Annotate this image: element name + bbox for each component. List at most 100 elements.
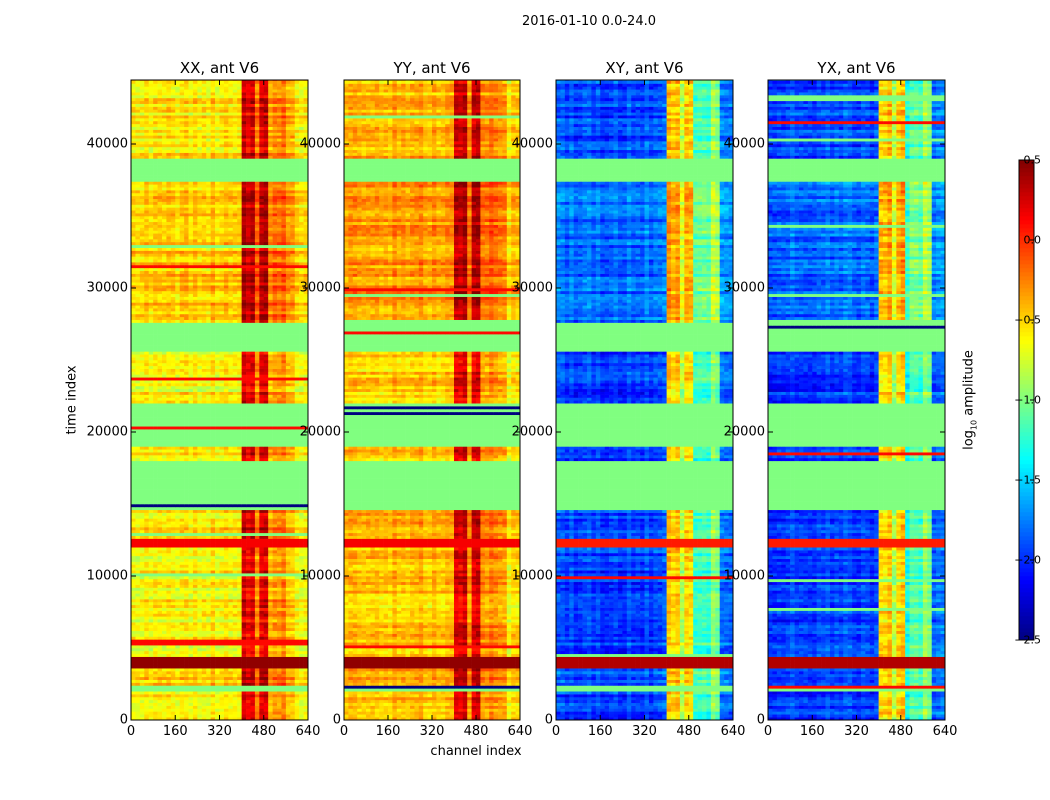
heatmap-cell	[242, 605, 247, 608]
heatmap-cell	[233, 668, 238, 671]
heatmap-cell	[180, 683, 185, 686]
heatmap-cell	[250, 567, 255, 570]
heatmap-cell	[233, 576, 238, 579]
heatmap-cell	[149, 524, 154, 527]
heatmap-cell	[250, 559, 255, 562]
heatmap-cell	[135, 547, 140, 550]
heatmap-cell	[250, 654, 255, 657]
heatmap-cell	[162, 711, 167, 714]
heatmap-cell	[135, 553, 140, 556]
heatmap-cell	[158, 507, 163, 510]
heatmap-cell	[202, 645, 207, 648]
heatmap-cell	[224, 694, 229, 697]
heatmap-cell	[202, 654, 207, 657]
heatmap-cell	[264, 645, 269, 648]
heatmap-cell	[242, 588, 247, 591]
heatmap-cell	[215, 622, 220, 625]
heatmap-cell	[286, 588, 291, 591]
heatmap-cell	[273, 539, 278, 542]
heatmap-cell	[171, 711, 176, 714]
heatmap-cell	[299, 714, 304, 717]
heatmap-cell	[268, 671, 273, 674]
heatmap-cell	[197, 544, 202, 547]
heatmap-cell	[250, 590, 255, 593]
heatmap-cell	[166, 539, 171, 542]
heatmap-cell	[197, 547, 202, 550]
heatmap-cell	[273, 697, 278, 700]
heatmap-cell	[140, 634, 145, 637]
heatmap-cell	[237, 530, 242, 533]
heatmap-cell	[166, 671, 171, 674]
heatmap-cell	[264, 547, 269, 550]
heatmap-cell	[131, 510, 136, 513]
heatmap-cell	[228, 611, 233, 614]
heatmap-cell	[131, 556, 136, 559]
heatmap-cell	[171, 683, 176, 686]
heatmap-cell	[268, 530, 273, 533]
heatmap-cell	[166, 648, 171, 651]
heatmap-cell	[281, 550, 286, 553]
heatmap-cell	[273, 660, 278, 663]
heatmap-cell	[135, 564, 140, 567]
heatmap-cell	[286, 521, 291, 524]
heatmap-cell	[215, 504, 220, 507]
heatmap-cell	[135, 562, 140, 565]
heatmap-cell	[153, 631, 158, 634]
heatmap-cell	[224, 550, 229, 553]
heatmap-cell	[290, 524, 295, 527]
heatmap-cell	[131, 539, 136, 542]
heatmap-cell	[135, 559, 140, 562]
heatmap-cell	[286, 688, 291, 691]
heatmap-cell	[166, 616, 171, 619]
heatmap-cell	[250, 642, 255, 645]
heatmap-cell	[184, 504, 189, 507]
heatmap-cell	[233, 639, 238, 642]
heatmap-cell	[211, 527, 216, 530]
heatmap-cell	[149, 507, 154, 510]
heatmap-cell	[286, 685, 291, 688]
heatmap-cell	[166, 691, 171, 694]
heatmap-cell	[273, 562, 278, 565]
heatmap-cell	[237, 703, 242, 706]
heatmap-cell	[237, 619, 242, 622]
heatmap-cell	[211, 706, 216, 709]
heatmap-cell	[193, 651, 198, 654]
heatmap-cell	[286, 524, 291, 527]
heatmap-cell	[211, 683, 216, 686]
heatmap-cell	[202, 680, 207, 683]
heatmap-cell	[268, 518, 273, 521]
heatmap-cell	[290, 660, 295, 663]
heatmap-cell	[228, 668, 233, 671]
heatmap-cell	[180, 521, 185, 524]
heatmap-cell	[242, 639, 247, 642]
heatmap-cell	[286, 590, 291, 593]
heatmap-cell	[224, 708, 229, 711]
heatmap-cell	[250, 550, 255, 553]
heatmap-cell	[281, 605, 286, 608]
heatmap-cell	[237, 588, 242, 591]
heatmap-cell	[237, 521, 242, 524]
heatmap-cell	[162, 674, 167, 677]
heatmap-cell	[273, 544, 278, 547]
heatmap-cell	[295, 524, 300, 527]
heatmap-cell	[144, 513, 149, 516]
heatmap-cell	[246, 714, 251, 717]
heatmap-cell	[250, 596, 255, 599]
heatmap-cell	[246, 642, 251, 645]
heatmap-cell	[264, 688, 269, 691]
heatmap-cell	[255, 688, 260, 691]
heatmap-cell	[215, 645, 220, 648]
heatmap-cell	[299, 590, 304, 593]
heatmap-cell	[149, 714, 154, 717]
heatmap-cell	[228, 590, 233, 593]
heatmap-cell	[268, 660, 273, 663]
heatmap-cell	[281, 654, 286, 657]
heatmap-cell	[162, 599, 167, 602]
heatmap-cell	[286, 636, 291, 639]
heatmap-cell	[259, 576, 264, 579]
heatmap-cell	[281, 645, 286, 648]
heatmap-cell	[228, 700, 233, 703]
heatmap-cell	[277, 654, 282, 657]
heatmap-cell	[166, 564, 171, 567]
heatmap-cell	[299, 645, 304, 648]
